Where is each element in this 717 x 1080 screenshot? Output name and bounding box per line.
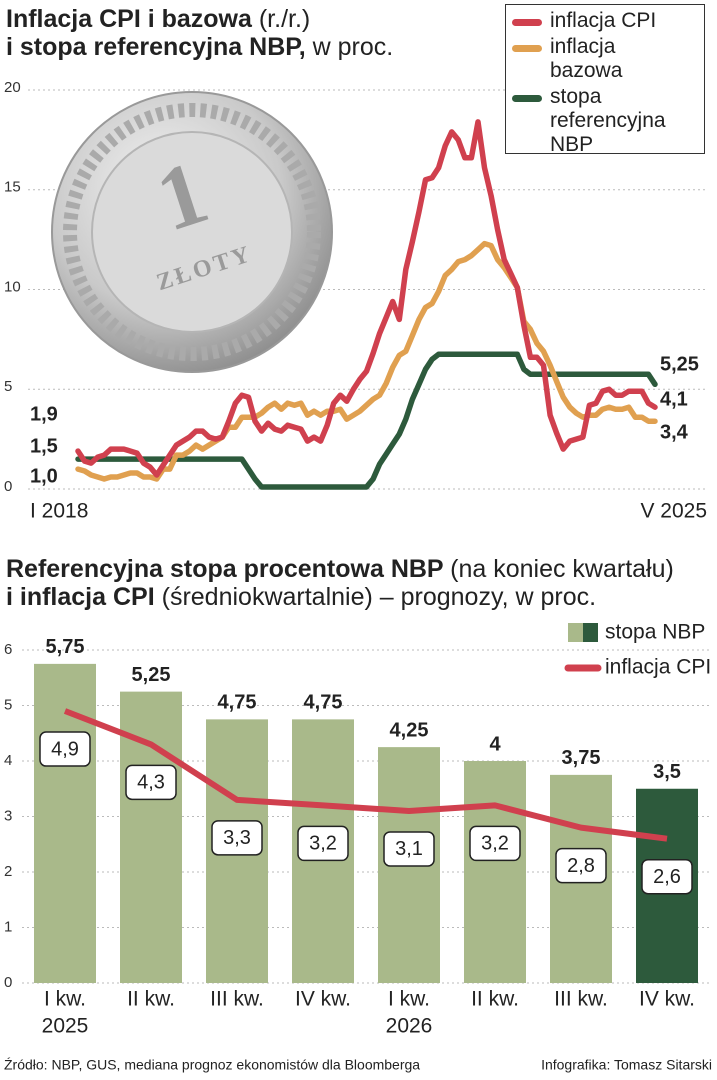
x-tick-label: IV kw.: [639, 988, 695, 1011]
data-label: 3,1: [395, 838, 423, 860]
title-part: i stopa referencyjna NBP,: [6, 33, 306, 61]
legend-label: stopa referencyjna NBP: [550, 85, 666, 156]
x-tick-label: III kw.: [210, 988, 264, 1011]
series-line: [75, 119, 658, 478]
label-box: [555, 847, 607, 884]
data-label: 3,2: [309, 833, 337, 855]
plot-area: 0 1 2 3 4 5 6 I kw. II kw. III kw. IV kw. I kw. II k…: [4, 621, 711, 1038]
bar: [464, 761, 526, 983]
data-label: 1,0: [30, 465, 58, 487]
y-tick-label: 1: [4, 918, 12, 935]
data-label: 4,1: [660, 388, 688, 410]
data-label: 3,3: [223, 827, 251, 849]
legend-item: inflacja CPI: [512, 9, 698, 33]
label-box: [211, 820, 263, 856]
data-label: 1,5: [30, 435, 58, 457]
bar-label: 4: [489, 733, 501, 755]
y-tick-label: 4: [4, 752, 12, 769]
label-box: [641, 858, 693, 895]
bar-label: 3,75: [562, 747, 601, 769]
bar-label: 4,25: [390, 719, 429, 741]
label-box: [39, 731, 91, 767]
coin-wreath: [63, 103, 321, 361]
legend-swatch: [512, 45, 542, 52]
bar-label: 5,75: [46, 636, 85, 658]
source: Źródło: NBP, GUS, mediana prognoz ekonom…: [4, 1057, 420, 1073]
y-tick-label: 20: [4, 79, 21, 96]
y-tick-label: 3: [4, 807, 12, 824]
label-box: [297, 825, 349, 862]
x-group-label: 2026: [386, 1015, 433, 1038]
title-part: i inflacja CPI: [6, 583, 155, 611]
x-tick-label: I kw.: [388, 988, 430, 1011]
legend-label: inflacja CPI: [605, 656, 711, 679]
title-part: Referencyjna stopa procentowa NBP: [6, 555, 443, 583]
legend: inflacja CPI inflacja bazowa stopa referen…: [505, 4, 705, 157]
y-tick-label: 2: [4, 863, 12, 880]
credit: Infografika: Tomasz Sitarski: [541, 1057, 712, 1073]
x-tick-label: V 2025: [640, 500, 707, 523]
plot-area: 0 5 10 15 20 I 2018 V 2025 1,5 5,25 1,0 3,4 1,9 4,1: [4, 79, 707, 523]
x-tick-label: II kw.: [127, 988, 175, 1011]
data-label: 4,3: [137, 772, 165, 794]
data-label: 4,9: [51, 738, 79, 760]
data-label: 1,9: [30, 403, 58, 425]
title-part: (na koniec kwartału): [450, 555, 674, 583]
legend-swatch: [583, 623, 598, 642]
data-label: 3,2: [481, 833, 509, 855]
legend-swatch: [512, 19, 542, 26]
legend-item: stopa referencyjna NBP: [512, 85, 698, 157]
title-part: (r./r.): [259, 5, 310, 33]
title-part: Inflacja CPI i bazowa: [6, 5, 253, 33]
chart-title: Referencyjna stopa procentowa NBP (na ko…: [6, 555, 674, 583]
label-box: [383, 831, 435, 867]
data-label: 2,6: [653, 866, 681, 888]
chart-title: i stopa referencyjna NBP, w proc.: [6, 33, 393, 61]
x-tick-label: III kw.: [554, 988, 608, 1011]
x-tick-label: I 2018: [30, 500, 88, 523]
coin: 1 ZŁOTY: [51, 91, 333, 373]
x-tick-label: II kw.: [471, 988, 519, 1011]
y-tick-label: 5: [4, 696, 12, 713]
y-tick-label: 10: [4, 278, 21, 295]
x-tick-label: IV kw.: [295, 988, 351, 1011]
label-box: [125, 764, 177, 801]
y-tick-label: 0: [4, 478, 12, 495]
bar-label: 5,25: [132, 664, 171, 686]
title-part: w proc.: [312, 33, 394, 61]
legend-item: inflacja bazowa: [512, 35, 698, 83]
data-label: 2,8: [567, 855, 595, 877]
legend-label: stopa NBP: [605, 621, 705, 644]
series-line: [75, 240, 658, 482]
y-tick-label: 6: [4, 641, 12, 658]
coin-face: [91, 131, 293, 333]
title-part: (średniokwartalnie) – prognozy, w proc.: [162, 583, 596, 611]
x-tick-label: I kw.: [44, 988, 86, 1011]
bar-label: 4,75: [304, 692, 343, 714]
data-label: 3,4: [660, 421, 689, 443]
chart-title: i inflacja CPI (średniokwartalnie) – pro…: [6, 583, 596, 611]
legend-label: inflacja bazowa: [550, 35, 623, 82]
data-label: 5,25: [660, 353, 699, 375]
legend-label: inflacja CPI: [550, 9, 657, 32]
chart-title: Inflacja CPI i bazowa (r./r.): [6, 5, 310, 33]
x-group-label: 2025: [42, 1015, 89, 1038]
bar: [120, 691, 182, 983]
bar-label: 4,75: [218, 692, 257, 714]
series-line: [63, 708, 668, 842]
legend-swatch: [568, 623, 583, 642]
y-tick-label: 15: [4, 179, 21, 196]
legend-swatch: [512, 95, 542, 102]
y-tick-label: 5: [4, 378, 12, 395]
bar-label: 3,5: [653, 761, 681, 783]
label-box: [469, 825, 521, 862]
y-tick-label: 0: [4, 974, 12, 991]
